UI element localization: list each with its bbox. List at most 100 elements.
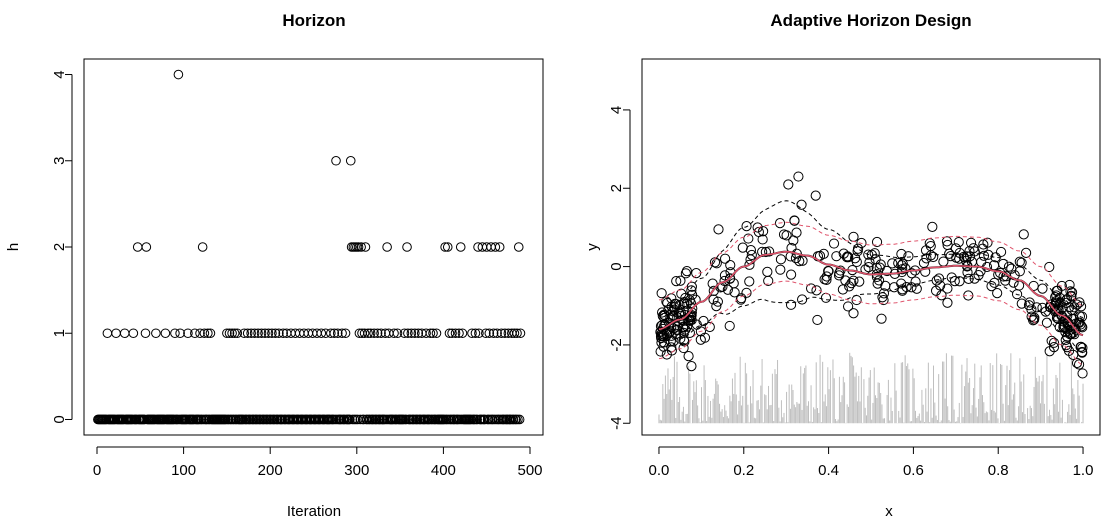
horizon-point — [353, 242, 364, 252]
horizon-point — [274, 328, 284, 339]
observation-point — [846, 278, 857, 289]
observation-point — [656, 288, 667, 299]
observation-point — [743, 233, 754, 244]
true-band-upper — [658, 221, 1084, 307]
observation-point — [758, 226, 769, 237]
horizon-point — [246, 328, 256, 339]
x-tick-label: 0.0 — [649, 462, 670, 479]
observation-point — [1074, 317, 1085, 328]
horizon-point — [222, 328, 232, 339]
observation-point — [1074, 297, 1085, 308]
observation-point — [1071, 357, 1083, 369]
y-tick-label: 1 — [51, 329, 68, 337]
observation-point — [1006, 263, 1017, 274]
horizon-x-label: Iteration — [287, 503, 341, 520]
observation-point — [938, 256, 949, 267]
horizon-point — [442, 242, 453, 252]
observation-point — [736, 293, 747, 304]
observation-point — [878, 294, 889, 306]
horizon-point — [356, 242, 366, 252]
horizon-panel: Horizon 0 100 200 300 400 500 0 1 2 3 4 Iteration… — [5, 11, 544, 520]
observation-point — [1066, 291, 1077, 302]
y-tick-label: 2 — [608, 184, 625, 192]
horizon-point — [514, 414, 525, 425]
observation-point — [744, 276, 755, 287]
horizon-point — [363, 328, 373, 339]
horizon-y-label: h — [5, 243, 22, 251]
y-tick-label: 0 — [608, 262, 625, 270]
observation-point — [698, 315, 709, 327]
horizon-point — [509, 328, 520, 339]
horizon-point — [278, 328, 288, 339]
horizon-point — [392, 328, 403, 339]
observation-point — [680, 292, 691, 304]
observation-point — [920, 266, 931, 277]
horizon-point — [512, 328, 522, 339]
observation-point — [722, 284, 733, 295]
observation-point — [856, 237, 867, 249]
observation-point — [927, 221, 938, 232]
true-band-lower — [658, 280, 1084, 365]
observation-point — [683, 350, 694, 362]
horizon-point — [492, 328, 502, 339]
observation-point — [1018, 229, 1029, 240]
observation-point — [1044, 261, 1055, 273]
observation-point — [794, 255, 805, 267]
observation-point — [881, 265, 893, 277]
horizon-point — [175, 328, 185, 339]
horizon-point — [332, 328, 343, 339]
observation-point — [741, 287, 752, 298]
observation-point — [797, 294, 808, 305]
horizon-point — [425, 328, 436, 339]
model-band-upper — [658, 200, 1084, 318]
horizon-point — [229, 328, 240, 339]
horizon-point — [369, 328, 379, 339]
observation-point — [708, 294, 719, 305]
observation-point — [708, 285, 719, 296]
observation-point — [711, 301, 722, 312]
y-tick-label: 3 — [51, 157, 68, 165]
observation-point — [911, 283, 922, 294]
observation-point — [850, 253, 861, 264]
observation-point — [954, 247, 965, 259]
horizon-point — [249, 328, 260, 339]
observation-point — [968, 243, 979, 254]
observation-point — [681, 266, 692, 277]
observation-point — [820, 292, 832, 303]
observation-point — [785, 299, 797, 310]
observation-point — [796, 199, 807, 210]
observation-point — [969, 273, 980, 284]
observation-point — [925, 240, 936, 252]
horizon-point — [316, 328, 327, 339]
observation-point — [775, 254, 787, 265]
observation-point — [719, 270, 731, 281]
horizon-point — [500, 328, 510, 339]
observation-point — [709, 257, 721, 268]
adaptive-y-axis: -4 -2 0 2 4 — [608, 106, 631, 430]
horizon-point — [431, 328, 442, 339]
horizon-y-axis: 0 1 2 3 4 — [51, 70, 73, 424]
horizon-point — [183, 328, 193, 339]
observation-point — [1066, 287, 1078, 298]
observation-point — [760, 246, 771, 258]
horizon-point — [227, 328, 237, 339]
observation-point — [906, 268, 917, 279]
observation-point — [818, 248, 829, 259]
observation-point — [671, 324, 682, 336]
observation-point — [1016, 257, 1027, 268]
observation-point — [680, 268, 691, 279]
horizon-point — [421, 328, 431, 339]
observation-point — [828, 238, 840, 249]
observation-point — [982, 237, 993, 248]
observation-point — [921, 253, 932, 264]
observation-point — [1020, 247, 1032, 258]
horizon-point — [203, 328, 213, 339]
observation-point — [871, 262, 882, 274]
horizon-point — [496, 328, 507, 339]
true-mean-line — [658, 250, 1084, 336]
horizon-point — [481, 328, 491, 339]
observation-point — [1073, 359, 1085, 370]
y-tick-label: 4 — [51, 70, 68, 78]
observation-point — [1037, 283, 1048, 294]
observation-point — [928, 251, 939, 263]
